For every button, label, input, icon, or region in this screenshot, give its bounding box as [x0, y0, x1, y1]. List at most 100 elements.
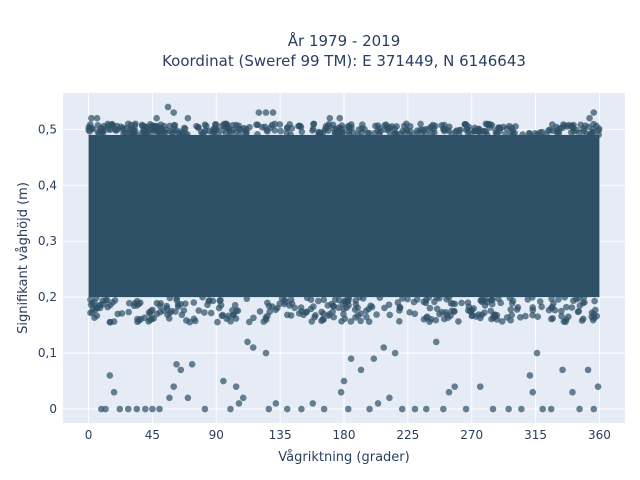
data-point	[482, 120, 490, 128]
data-point	[505, 405, 512, 413]
data-point	[207, 309, 215, 317]
data-point	[93, 312, 101, 319]
data-point	[132, 120, 139, 128]
data-point	[105, 126, 112, 133]
data-point	[340, 377, 348, 385]
data-point	[269, 109, 277, 116]
data-point	[345, 301, 352, 309]
data-point	[558, 307, 565, 315]
data-point	[534, 130, 541, 138]
data-point	[445, 388, 453, 396]
y-axis-label: Signifikant våghöjd (m)	[16, 182, 31, 334]
data-point	[345, 296, 352, 304]
data-point	[534, 313, 542, 320]
data-point	[445, 127, 452, 134]
data-point	[507, 316, 514, 324]
data-point	[576, 405, 583, 413]
data-point	[287, 131, 294, 138]
data-point	[525, 129, 533, 137]
data-point	[595, 125, 603, 133]
data-point	[590, 311, 598, 318]
data-point	[174, 303, 182, 310]
data-point	[481, 127, 488, 135]
data-point	[396, 307, 403, 314]
data-point	[451, 383, 458, 390]
data-point	[462, 405, 470, 413]
data-point	[220, 377, 227, 385]
data-point	[262, 349, 270, 357]
data-point	[536, 298, 544, 305]
data-point	[297, 304, 305, 311]
data-point	[580, 293, 588, 301]
data-point	[309, 127, 316, 134]
data-point	[250, 314, 257, 322]
data-point	[478, 296, 485, 304]
data-point	[503, 125, 511, 132]
data-point	[458, 299, 465, 307]
data-point	[149, 405, 156, 413]
data-point	[348, 124, 355, 132]
data-point	[143, 131, 151, 139]
data-point	[99, 127, 106, 135]
data-point	[347, 318, 355, 325]
data-point	[199, 293, 206, 301]
data-point	[153, 114, 160, 122]
data-point	[382, 121, 390, 129]
data-point	[262, 316, 270, 323]
data-point	[134, 315, 141, 323]
data-points	[85, 103, 603, 413]
data-point	[394, 299, 402, 306]
data-point	[580, 127, 587, 135]
data-point	[227, 317, 234, 325]
data-point	[508, 300, 516, 307]
data-point	[124, 120, 132, 128]
chart-title-line2: Koordinat (Sweref 99 TM): E 371449, N 61…	[162, 52, 526, 70]
data-point	[112, 127, 120, 134]
data-point	[442, 309, 450, 316]
data-point	[166, 294, 174, 302]
y-tick-label: 0,1	[38, 346, 57, 360]
x-tick-label: 0	[85, 428, 93, 442]
data-point	[331, 296, 339, 303]
data-point	[396, 317, 403, 325]
data-point	[406, 308, 413, 316]
y-axis-ticks: 0 0,1 0,2 0,3 0,4 0,5	[38, 122, 57, 416]
data-point	[519, 131, 526, 138]
x-tick-label: 315	[524, 428, 547, 442]
x-tick-label: 90	[209, 428, 224, 442]
data-point	[330, 313, 338, 321]
data-point	[529, 388, 537, 396]
data-point	[298, 405, 305, 413]
data-point	[330, 302, 337, 310]
data-point	[555, 296, 562, 303]
data-point	[93, 114, 101, 122]
y-tick-label: 0,3	[38, 234, 57, 248]
data-point	[125, 308, 132, 316]
data-point	[124, 405, 132, 413]
data-point	[229, 306, 236, 314]
data-point	[88, 114, 95, 122]
data-point	[365, 129, 373, 137]
data-point	[263, 126, 270, 134]
data-point	[320, 296, 328, 304]
data-point	[590, 109, 598, 116]
data-point	[329, 121, 337, 129]
data-point	[116, 405, 124, 413]
data-point	[391, 349, 399, 357]
data-point	[165, 315, 173, 322]
data-point	[217, 301, 225, 309]
data-point	[337, 388, 345, 396]
data-point	[436, 294, 443, 302]
data-point	[522, 312, 529, 320]
data-point	[548, 127, 556, 134]
data-point	[558, 312, 565, 320]
x-tick-label: 360	[588, 428, 611, 442]
y-tick-label: 0	[49, 402, 57, 416]
data-point	[253, 121, 260, 128]
data-point	[335, 124, 342, 132]
data-point	[246, 123, 253, 131]
data-point	[315, 297, 322, 305]
data-point	[440, 125, 447, 132]
data-point	[300, 311, 307, 319]
data-point	[170, 109, 177, 116]
